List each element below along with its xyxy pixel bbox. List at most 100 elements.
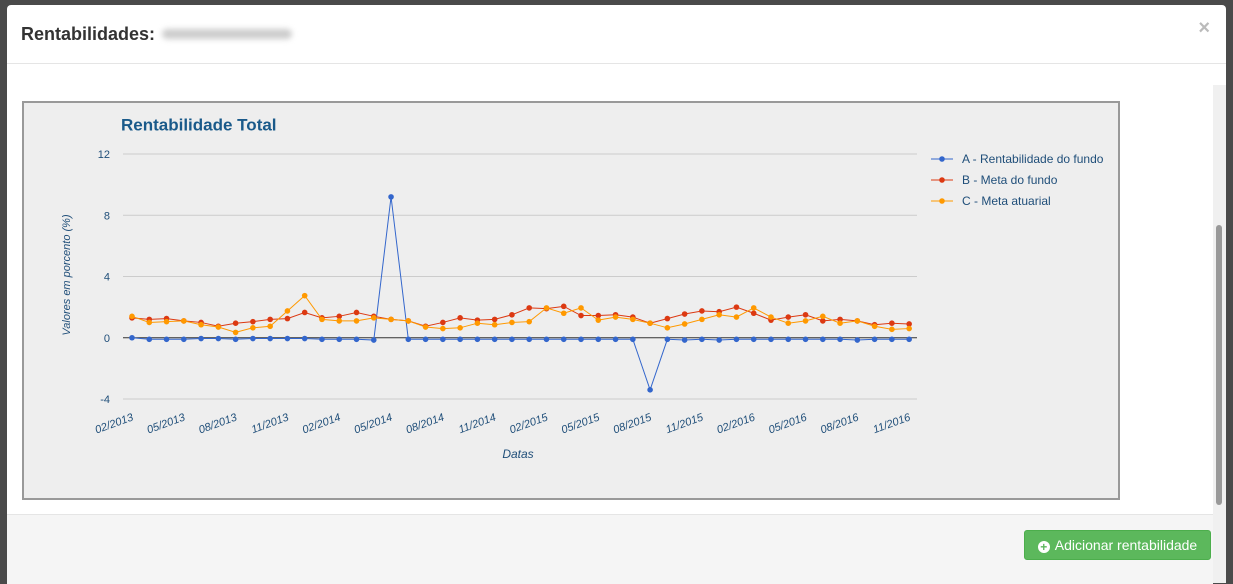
modal-header: Rentabilidades: × [7,5,1226,64]
data-point [370,337,377,343]
data-point [440,319,446,326]
data-point [889,336,895,343]
chart-box: Rentabilidade Total Datas Valores em por… [22,101,1120,500]
data-point [664,315,671,322]
data-point [785,314,792,320]
x-tick-label: 11/2015 [664,411,706,436]
data-point [405,336,412,343]
x-tick-label: 02/2016 [715,411,757,436]
data-point [198,335,204,342]
data-point [232,320,239,327]
data-point [560,336,567,343]
data-point [647,320,653,327]
data-point [353,309,360,316]
data-point [820,336,826,343]
series-line [131,294,910,333]
close-button[interactable]: × [1198,17,1210,39]
data-point [785,320,792,327]
data-point [526,318,533,325]
legend-dot [939,156,945,162]
data-point [457,336,463,343]
legend-label: C - Meta atuarial [962,194,1051,208]
data-point [768,314,774,320]
scrollbar-thumb[interactable] [1216,225,1222,505]
data-point [301,335,308,342]
data-point [388,316,394,323]
x-tick-label: 05/2013 [145,411,187,436]
scrollbar[interactable] [1213,85,1226,583]
data-point [837,336,843,343]
data-point [319,316,325,323]
data-point [871,323,878,330]
data-point [163,318,170,325]
data-point [440,336,446,343]
y-tick-label: 12 [98,149,110,161]
data-point [560,310,567,317]
data-point [509,336,515,343]
data-point [906,336,912,343]
data-point [681,321,688,327]
data-point [336,318,343,324]
data-point [457,315,463,321]
data-point [543,305,550,311]
data-point [146,336,153,343]
series-line [131,196,910,392]
data-point [837,320,843,327]
y-tick-label: 0 [104,333,110,345]
data-point [146,319,153,326]
data-point [284,308,291,314]
data-point [681,311,688,317]
data-point [422,324,429,330]
data-point [163,336,170,343]
data-point [785,336,792,343]
data-point [733,336,740,343]
data-point [267,335,273,342]
add-button[interactable]: + Adicionar rentabilidade [1024,530,1211,560]
data-point [768,336,774,343]
data-point [129,313,135,320]
data-point [250,324,256,331]
data-point [716,337,722,343]
data-point [215,335,222,342]
data-point [802,336,809,343]
data-point [509,319,515,326]
data-point [301,292,308,299]
data-point [353,336,360,343]
data-point [578,336,584,343]
x-tick-label: 05/2016 [767,411,809,436]
data-point [491,336,498,343]
data-point [889,320,895,327]
data-point [560,303,567,310]
data-point [543,336,550,343]
data-point [491,321,498,328]
data-point [820,318,826,324]
x-tick-label: 08/2014 [404,412,445,437]
data-point [820,313,826,320]
x-tick-label: 02/2014 [301,412,342,437]
data-point [526,305,533,311]
x-tick-label: 11/2014 [457,412,498,437]
data-point [664,336,671,343]
data-point [699,336,705,343]
plus-icon: + [1037,541,1050,553]
x-tick-label: 02/2013 [94,411,136,436]
y-tick-label: 4 [104,272,110,284]
data-point [716,311,722,318]
x-tick-label: 08/2015 [612,411,654,436]
data-point [474,320,481,327]
button-label: Adicionar rentabilidade [1054,537,1198,553]
legend-dot [939,177,945,183]
data-point [336,313,343,320]
data-point [215,324,222,330]
data-point [198,321,204,328]
data-point [750,336,757,343]
data-point [181,318,187,324]
data-point [267,323,273,330]
data-point [854,337,861,343]
data-point [681,337,688,343]
data-point [509,311,515,318]
data-point [750,310,757,317]
x-tick-label: 02/2015 [508,411,550,436]
data-point [181,336,187,343]
